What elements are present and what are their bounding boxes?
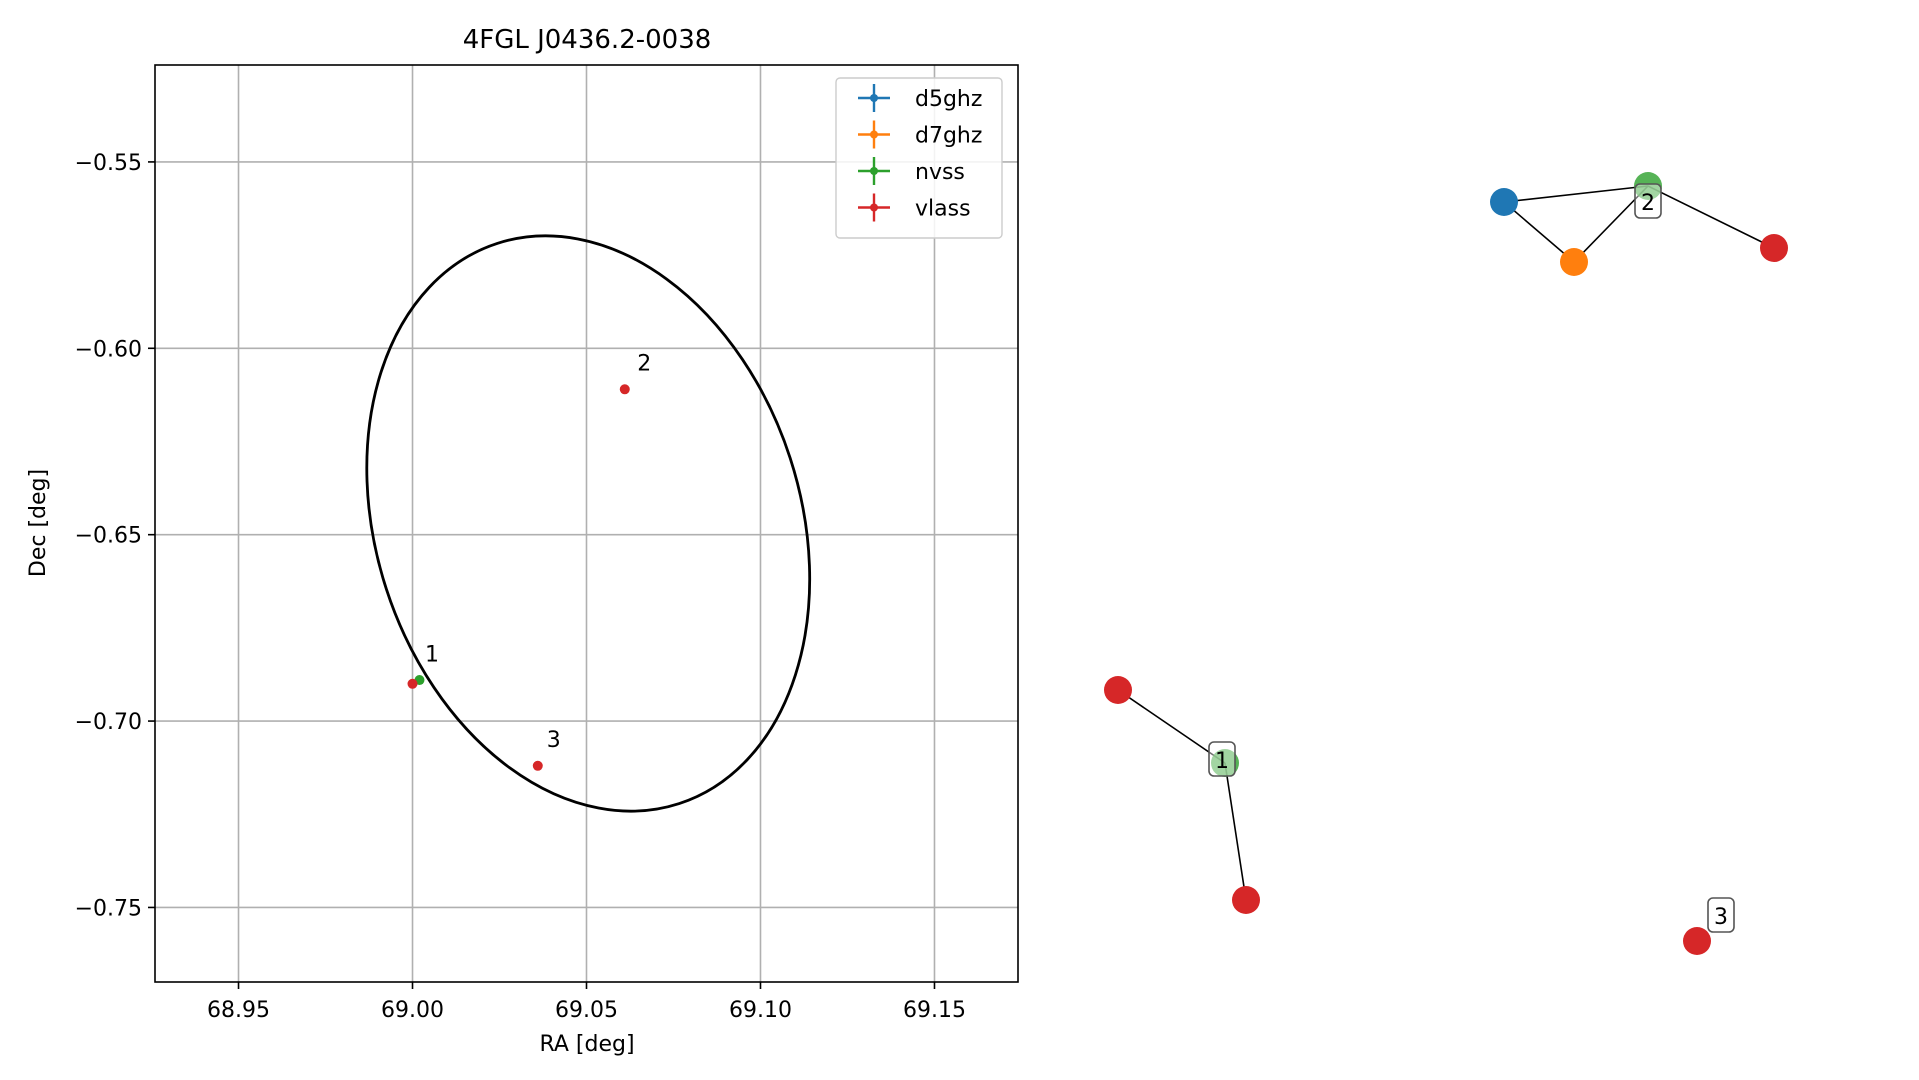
label-text: 1 — [1215, 749, 1229, 774]
network-node-label: 1 — [1208, 741, 1236, 777]
data-points — [407, 384, 630, 771]
scatter-plot-panel: 4FGL J0436.2-0038 1 2 3 68.95 69.00 69.05 69.… — [26, 25, 1019, 1057]
y-tick-label: −0.60 — [75, 337, 142, 362]
legend-label: d5ghz — [915, 87, 982, 112]
y-tick-label: −0.75 — [75, 896, 142, 921]
network-node — [1760, 234, 1788, 262]
chart-title: 4FGL J0436.2-0038 — [463, 25, 712, 55]
x-tick-label: 69.00 — [381, 998, 444, 1023]
legend: d5ghz d7ghz nvss vlass — [835, 77, 1003, 239]
legend-marker-dot — [870, 94, 878, 102]
network-nodes — [1104, 172, 1788, 955]
label-box — [1634, 183, 1662, 219]
y-axis-ticks: −0.55 −0.60 −0.65 −0.70 −0.75 — [75, 151, 155, 921]
label-box — [1208, 741, 1236, 777]
point-annotation: 3 — [547, 728, 561, 753]
legend-entry: d7ghz — [858, 120, 982, 149]
y-tick-label: −0.70 — [75, 710, 142, 735]
network-node — [1211, 749, 1239, 777]
network-node — [1683, 927, 1711, 955]
x-tick-label: 69.05 — [555, 998, 618, 1023]
network-panel: 2 1 3 — [1104, 172, 1788, 955]
point-annotation: 1 — [425, 642, 439, 667]
network-edge — [1503, 201, 1575, 263]
network-node — [1634, 172, 1662, 200]
legend-marker-dot — [870, 203, 878, 212]
network-node-label: 2 — [1634, 183, 1662, 219]
localization-ellipse — [365, 234, 812, 813]
network-node — [1490, 188, 1518, 216]
network-node — [1232, 886, 1260, 914]
network-edge — [1503, 185, 1649, 203]
legend-entry: nvss — [858, 157, 965, 185]
network-edge — [1224, 762, 1247, 901]
uncertainty-ellipse — [365, 234, 812, 813]
x-tick-label: 69.10 — [729, 998, 792, 1023]
network-node — [1104, 676, 1132, 704]
network-node-label: 3 — [1707, 897, 1735, 933]
x-axis-label: RA [deg] — [539, 1032, 634, 1057]
x-tick-label: 68.95 — [207, 998, 270, 1023]
label-text: 3 — [1714, 905, 1728, 930]
y-axis-label: Dec [deg] — [26, 469, 51, 577]
legend-marker-dot — [870, 130, 878, 139]
legend-entry: d5ghz — [858, 84, 982, 112]
network-edge — [1647, 185, 1775, 249]
point-annotations: 1 2 3 — [425, 352, 651, 753]
x-axis-ticks: 68.95 69.00 69.05 69.10 69.15 — [207, 982, 966, 1023]
vlass-point — [619, 384, 630, 395]
legend-label: vlass — [915, 197, 971, 222]
network-edge — [1117, 689, 1226, 764]
point-annotation: 2 — [637, 352, 651, 377]
y-tick-label: −0.55 — [75, 151, 142, 176]
network-node — [1560, 248, 1588, 276]
legend-label: nvss — [915, 160, 965, 185]
vlass-point — [532, 760, 543, 771]
vlass-point — [407, 678, 418, 689]
label-box — [1707, 897, 1735, 933]
label-text: 2 — [1641, 191, 1655, 216]
x-tick-label: 69.15 — [903, 998, 966, 1023]
y-tick-label: −0.65 — [75, 524, 142, 549]
legend-label: d7ghz — [915, 124, 982, 149]
legend-marker-dot — [870, 167, 878, 175]
legend-box — [835, 77, 1003, 239]
legend-entry: vlass — [858, 193, 971, 222]
network-labels: 2 1 3 — [1208, 183, 1735, 933]
